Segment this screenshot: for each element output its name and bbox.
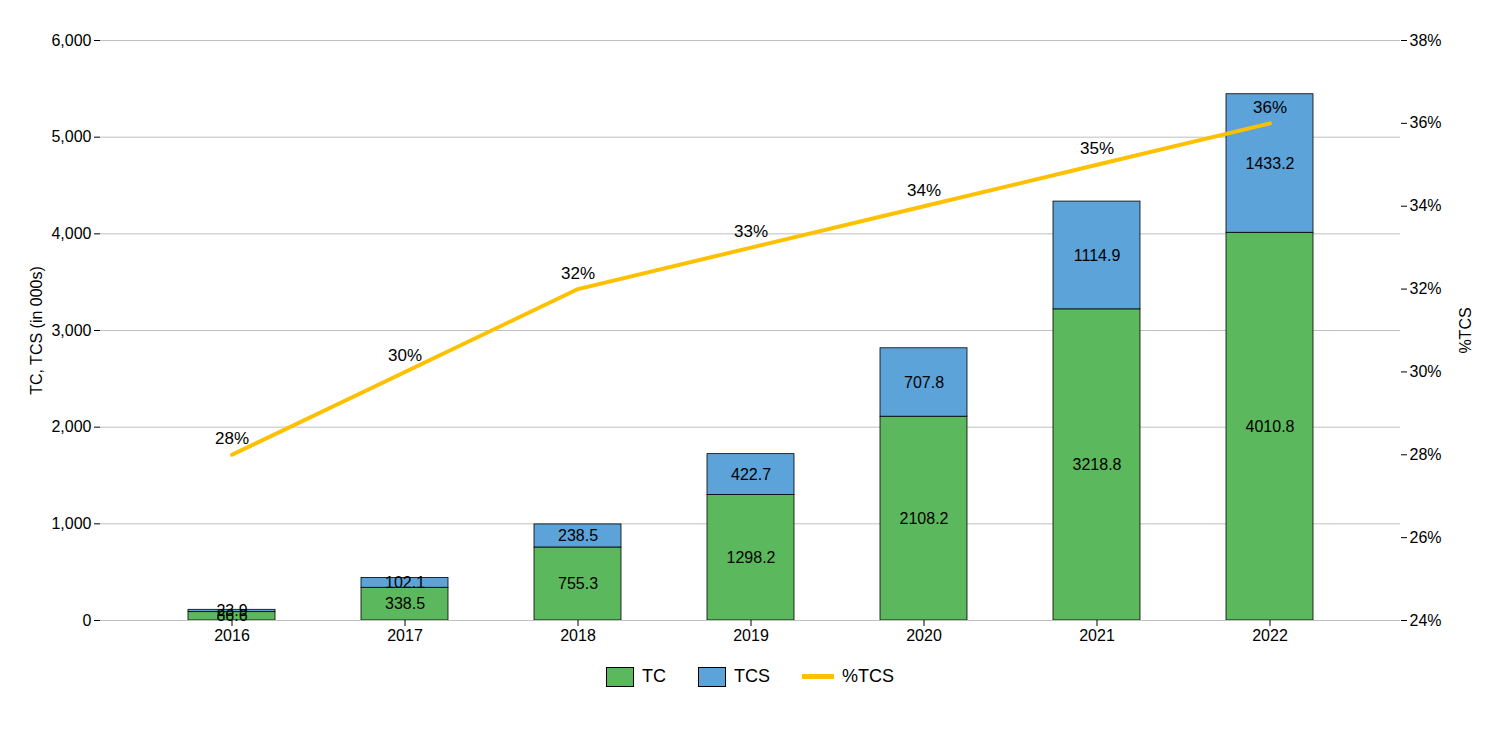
svg-text:28%: 28% <box>1410 446 1442 463</box>
svg-text:24%: 24% <box>1410 612 1442 629</box>
svg-text:2017: 2017 <box>387 627 423 644</box>
svg-text:5,000: 5,000 <box>51 128 91 145</box>
svg-text:36%: 36% <box>1253 98 1287 117</box>
svg-text:%TCS: %TCS <box>1457 307 1474 353</box>
svg-text:35%: 35% <box>1080 139 1114 158</box>
html-text:%TCS: %TCS <box>842 666 894 686</box>
svg-text:1433.2: 1433.2 <box>1246 155 1295 172</box>
svg-text:1,000: 1,000 <box>51 515 91 532</box>
svg-text:38%: 38% <box>1410 32 1442 49</box>
svg-text:33%: 33% <box>734 222 768 241</box>
svg-text:23.9: 23.9 <box>216 602 247 619</box>
svg-text:3218.8: 3218.8 <box>1073 456 1122 473</box>
svg-text:32%: 32% <box>1410 280 1442 297</box>
svg-text:2022: 2022 <box>1252 627 1288 644</box>
svg-text:338.5: 338.5 <box>385 595 425 612</box>
svg-text:TC, TCS (in 000s): TC, TCS (in 000s) <box>28 266 45 395</box>
svg-text:707.8: 707.8 <box>904 374 944 391</box>
svg-text:30%: 30% <box>388 346 422 365</box>
svg-text:2016: 2016 <box>214 627 250 644</box>
svg-text:238.5: 238.5 <box>558 527 598 544</box>
svg-text:4,000: 4,000 <box>51 225 91 242</box>
svg-text:6,000: 6,000 <box>51 32 91 49</box>
svg-text:36%: 36% <box>1410 114 1442 131</box>
svg-text:32%: 32% <box>561 264 595 283</box>
svg-text:26%: 26% <box>1410 529 1442 546</box>
svg-text:2021: 2021 <box>1079 627 1115 644</box>
svg-text:2,000: 2,000 <box>51 418 91 435</box>
svg-text:0: 0 <box>83 612 92 629</box>
svg-text:28%: 28% <box>215 429 249 448</box>
svg-text:2019: 2019 <box>733 627 769 644</box>
svg-text:102.1: 102.1 <box>385 574 425 591</box>
svg-text:34%: 34% <box>1410 197 1442 214</box>
html-text:TCS: TCS <box>734 666 770 686</box>
html-text:TC: TC <box>642 666 666 686</box>
svg-text:422.7: 422.7 <box>731 466 771 483</box>
svg-text:2108.2: 2108.2 <box>900 510 949 527</box>
svg-text:1114.9: 1114.9 <box>1074 247 1121 264</box>
svg-text:3,000: 3,000 <box>51 322 91 339</box>
svg-text:4010.8: 4010.8 <box>1246 418 1295 435</box>
svg-text:34%: 34% <box>907 181 941 200</box>
svg-text:2018: 2018 <box>560 627 596 644</box>
svg-text:1298.2: 1298.2 <box>727 549 776 566</box>
svg-text:755.3: 755.3 <box>558 575 598 592</box>
svg-text:2020: 2020 <box>906 627 942 644</box>
svg-text:30%: 30% <box>1410 363 1442 380</box>
